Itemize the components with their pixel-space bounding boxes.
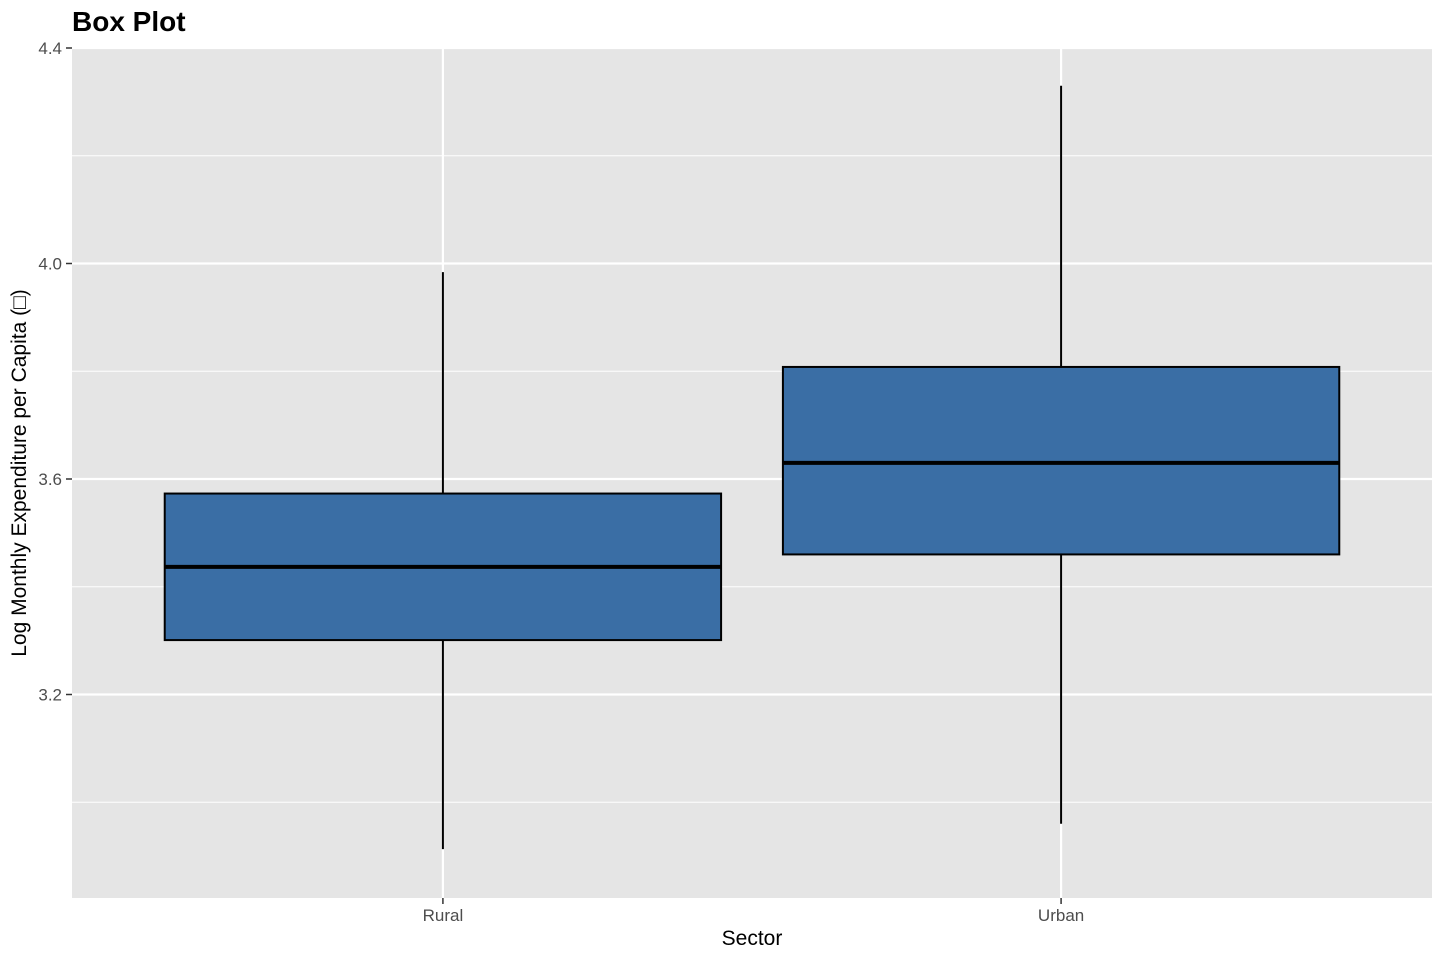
chart-title: Box Plot: [72, 6, 186, 37]
y-tick-label-3: 4.4: [38, 39, 62, 58]
x-axis: Rural Urban: [423, 898, 1084, 925]
box-rural: [163, 272, 723, 850]
x-tick-label-urban: Urban: [1038, 906, 1084, 925]
box-series: [163, 85, 1341, 850]
iqr-box-urban: [781, 365, 1341, 556]
y-tick-label-2: 4.0: [38, 255, 62, 274]
y-tick-label-0: 3.2: [38, 686, 62, 705]
box-urban: [781, 85, 1341, 824]
y-tick-label-1: 3.6: [38, 470, 62, 489]
y-axis-title: Log Monthly Expenditure per Capita (□): [8, 289, 31, 657]
y-axis: 3.2 3.6 4.0 4.4: [38, 39, 72, 705]
x-axis-title: Sector: [722, 927, 783, 950]
x-tick-label-rural: Rural: [423, 906, 464, 925]
